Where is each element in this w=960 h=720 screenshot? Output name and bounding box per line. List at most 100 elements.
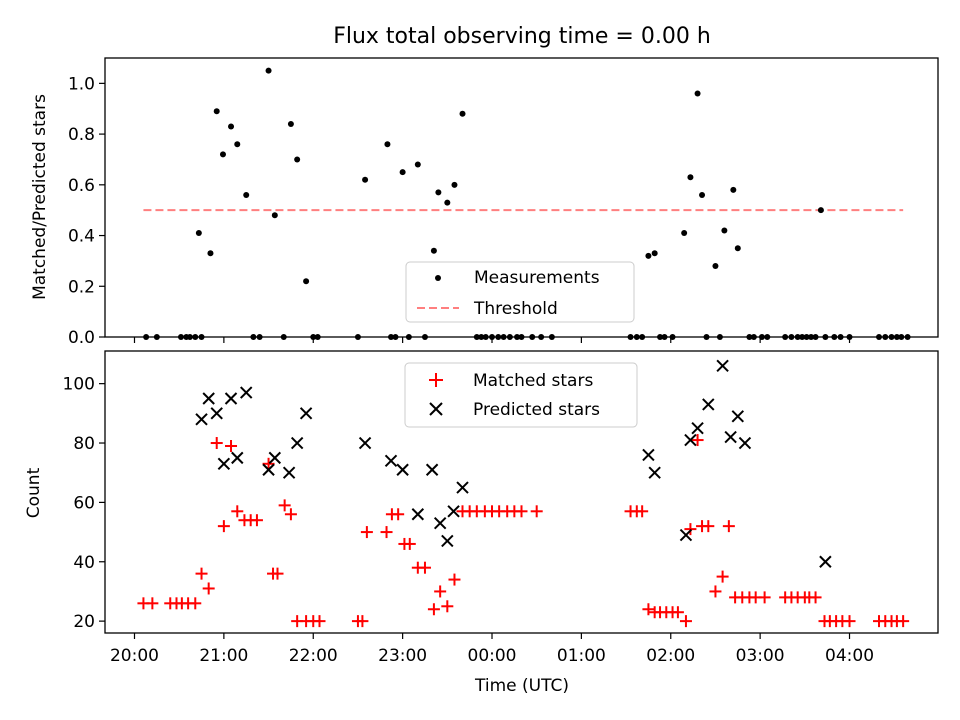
predicted-star-point: [679, 528, 693, 542]
matched-star-point: [709, 585, 722, 598]
count-panel: 20 40 60 80 100 20:00 21:00 22:00 23:00 00:00 01:…: [24, 350, 939, 696]
measurement-point: [384, 141, 391, 148]
matched-star-point: [217, 520, 230, 533]
ratio-y-tick-label: 0.0: [68, 328, 95, 348]
matched-star-point: [897, 615, 910, 628]
matched-star-point: [679, 615, 692, 628]
matched-star-point: [434, 585, 447, 598]
measurement-point: [430, 247, 437, 254]
predicted-star-point: [716, 359, 729, 373]
predicted-star-point: [290, 436, 304, 450]
matched-star-point: [271, 567, 284, 580]
predicted-star-point: [358, 436, 372, 450]
measurement-point: [451, 181, 458, 188]
measurement-point: [213, 108, 220, 115]
ratio-legend: Measurements Threshold: [405, 261, 635, 323]
predicted-star-point: [441, 534, 454, 548]
x-tick-label: 04:00: [825, 646, 874, 666]
predicted-star-point: [299, 407, 313, 420]
measurement-point: [730, 186, 737, 193]
predicted-star-point: [447, 505, 460, 518]
measurement-point: [444, 199, 451, 206]
predicted-star-point: [224, 392, 238, 405]
measurement-point: [414, 161, 421, 168]
x-tick-label: 01:00: [557, 646, 606, 666]
chart-title: Flux total observing time = 0.00 h: [333, 24, 711, 49]
measurements-legend-label: Measurements: [474, 268, 600, 288]
count-legend-box: [404, 362, 638, 428]
matched-star-point: [722, 520, 735, 533]
matched-star-point: [702, 520, 715, 533]
x-tick-label: 02:00: [646, 646, 695, 666]
count-y-tick-label: 100: [63, 375, 95, 395]
measurement-point: [687, 174, 694, 181]
predicted-star-point: [425, 463, 439, 476]
measurement-point: [817, 207, 824, 214]
x-tick-label: 21:00: [199, 646, 248, 666]
matched-legend-label: Matched stars: [473, 371, 593, 391]
matched-star-point: [202, 582, 215, 595]
predicted-star-point: [731, 410, 745, 423]
matched-star-point: [225, 439, 238, 452]
x-tick-label: 23:00: [378, 646, 427, 666]
matched-star-point: [380, 526, 393, 539]
measurement-point: [699, 191, 706, 198]
measurement-point: [228, 123, 235, 130]
matched-star-point: [392, 508, 405, 521]
predicted-legend-label: Predicted stars: [473, 400, 600, 420]
predicted-star-point: [433, 516, 447, 530]
measurement-point: [435, 189, 442, 196]
matched-star-point: [360, 526, 373, 539]
matched-star-point: [146, 597, 159, 610]
matched-star-point: [284, 508, 297, 521]
measurement-point: [399, 169, 406, 176]
measurement-point: [651, 250, 658, 257]
ratio-y-ticks: 0.0 0.2 0.4 0.6 0.8 1.0: [68, 74, 105, 348]
matched-star-point: [403, 537, 416, 550]
matched-star-point: [195, 567, 208, 580]
measurement-point: [681, 230, 688, 237]
measurement-point: [219, 151, 226, 158]
predicted-star-point: [282, 466, 296, 479]
matched-star-point: [758, 591, 771, 604]
predicted-star-point: [684, 433, 697, 447]
ratio-y-label: Matched/Predicted stars: [30, 94, 50, 300]
count-y-tick-label: 80: [73, 434, 95, 454]
measurement-point: [303, 278, 310, 285]
measurement-point: [645, 252, 652, 259]
matched-star-point: [530, 505, 543, 518]
predicted-star-point: [231, 451, 244, 465]
matched-star-point: [210, 437, 223, 450]
predicted-star-point: [384, 454, 398, 468]
count-x-ticks: 20:00 21:00 22:00 23:00 00:00 01:00 02:00 03:00…: [110, 633, 874, 666]
predicted-star-point: [240, 386, 253, 399]
matched-star-point: [843, 615, 856, 628]
predicted-stars-points: [195, 359, 832, 568]
matched-star-point: [427, 603, 440, 616]
ratio-legend-box: [405, 261, 635, 323]
matched-star-point: [441, 600, 454, 613]
predicted-star-point: [195, 413, 208, 426]
matched-star-point: [636, 505, 649, 518]
matched-star-point: [418, 561, 431, 574]
predicted-star-point: [738, 436, 752, 450]
measurement-point: [362, 176, 369, 183]
predicted-star-point: [210, 407, 223, 420]
matched-star-point: [809, 591, 822, 604]
count-y-tick-label: 60: [73, 493, 95, 513]
matched-star-point: [189, 597, 202, 610]
measurement-point: [287, 120, 294, 127]
measurement-point: [195, 230, 202, 237]
predicted-star-point: [648, 466, 661, 479]
matched-star-point: [515, 505, 528, 518]
measurement-point: [734, 245, 741, 252]
predicted-star-point: [691, 421, 704, 435]
predicted-star-point: [702, 398, 715, 411]
matched-stars-points: [137, 434, 910, 628]
ratio-y-tick-label: 0.6: [68, 176, 95, 196]
count-y-tick-label: 40: [73, 553, 95, 573]
predicted-star-point: [724, 430, 737, 444]
matched-star-point: [250, 514, 263, 527]
measurement-point: [234, 141, 241, 148]
x-tick-label: 03:00: [736, 646, 785, 666]
